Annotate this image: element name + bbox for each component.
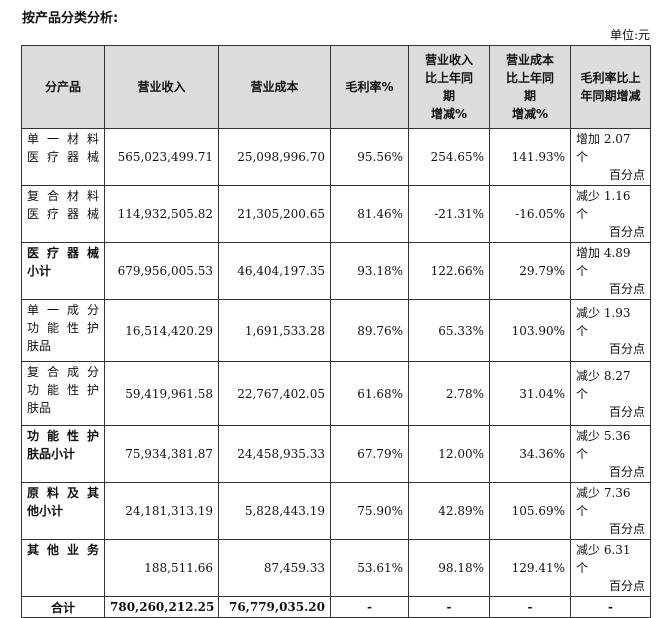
total-cost: 76,779,035.20: [218, 596, 331, 618]
table-row: 单一材料 医疗器械 565,023,499.71 25,098,996.70 95…: [21, 128, 651, 186]
header-revenue-change-line1: 营业收入: [424, 53, 473, 67]
unit-label: 单位:元: [609, 28, 650, 42]
row-cost-change: 103.90%: [489, 299, 571, 362]
header-revenue-change-line4: 增减%: [430, 107, 468, 121]
row-product-name: 单一材料 医疗器械: [21, 128, 105, 186]
row-revenue-change: 42.89%: [408, 482, 490, 540]
header-revenue-change-line2: 比上年同: [424, 71, 473, 85]
table-row: 复合成分 功能性护 肤品 59,419,961.58 22,767,402.05 6…: [21, 361, 651, 426]
header-revenue-change: 营业收入 比上年同 期 增减%: [408, 45, 490, 129]
header-cost-change-line2: 比上年同: [505, 71, 554, 85]
row-margin: 89.76%: [330, 299, 409, 362]
row-cost: 46,404,197.35: [218, 242, 331, 300]
row-revenue: 75,934,381.87: [104, 425, 219, 483]
row-revenue: 114,932,505.82: [104, 185, 219, 243]
header-revenue: 营业收入: [104, 45, 219, 129]
row-margin: 81.46%: [330, 185, 409, 243]
header-cost-change: 营业成本 比上年同 期 增减%: [489, 45, 571, 129]
total-margin: -: [330, 596, 409, 618]
table-row: 复合材料 医疗器械 114,932,505.82 21,305,200.65 81…: [21, 185, 651, 243]
row-cost: 5,828,443.19: [218, 482, 331, 540]
row-cost-change: 141.93%: [489, 128, 571, 186]
row-margin-change: 减少 1.93 个百分点: [570, 299, 651, 362]
row-cost: 21,305,200.65: [218, 185, 331, 243]
header-revenue-change-line3: 期: [442, 89, 455, 103]
row-cost: 24,458,935.33: [218, 425, 331, 483]
table-row: 原料及其 他小计 24,181,313.19 5,828,443.19 75.90…: [21, 482, 651, 540]
row-cost-change: 105.69%: [489, 482, 571, 540]
row-product-name: 复合材料 医疗器械: [21, 185, 105, 243]
row-margin: 95.56%: [330, 128, 409, 186]
total-revenue-change: -: [408, 596, 490, 618]
row-cost-change: 34.36%: [489, 425, 571, 483]
row-margin-change: 减少 7.36 个百分点: [570, 482, 651, 540]
total-revenue: 780,260,212.25: [104, 596, 219, 618]
header-product: 分产品: [21, 45, 105, 129]
row-cost-change: 129.41%: [489, 539, 571, 597]
row-revenue: 679,956,005.53: [104, 242, 219, 300]
total-cost-change: -: [489, 596, 571, 618]
row-revenue-change: 98.18%: [408, 539, 490, 597]
row-margin-change: 增加 4.89 个百分点: [570, 242, 651, 300]
header-cost-change-line3: 期: [523, 89, 536, 103]
row-margin: 75.90%: [330, 482, 409, 540]
row-product-name: 其他业务: [21, 539, 105, 597]
header-margin-change-line1: 毛利率比上: [580, 71, 641, 85]
row-cost-change: 31.04%: [489, 361, 571, 426]
table-row: 其他业务 188,511.66 87,459.33 53.61% 98.18% …: [21, 539, 651, 597]
table-row: 医疗器械 小计 679,956,005.53 46,404,197.35 93.1…: [21, 242, 651, 300]
row-cost: 1,691,533.28: [218, 299, 331, 362]
row-cost-change: -16.05%: [489, 185, 571, 243]
row-product-name: 复合成分 功能性护 肤品: [21, 361, 105, 426]
header-cost-change-line4: 增减%: [511, 107, 549, 121]
table-row: 功能性护 肤品小计 75,934,381.87 24,458,935.33 67.…: [21, 425, 651, 483]
header-cost-change-line1: 营业成本: [505, 53, 554, 67]
row-revenue-change: 254.65%: [408, 128, 490, 186]
row-cost: 87,459.33: [218, 539, 331, 597]
row-margin-change: 减少 5.36 个百分点: [570, 425, 651, 483]
row-margin-change: 减少 8.27 个百分点: [570, 361, 651, 426]
row-revenue: 24,181,313.19: [104, 482, 219, 540]
row-margin: 53.61%: [330, 539, 409, 597]
row-product-name: 功能性护 肤品小计: [21, 425, 105, 483]
header-cost: 营业成本: [218, 45, 331, 129]
header-margin: 毛利率%: [330, 45, 409, 129]
row-revenue-change: 122.66%: [408, 242, 490, 300]
row-cost: 22,767,402.05: [218, 361, 331, 426]
row-margin-change: 增加 2.07 个百分点: [570, 128, 651, 186]
row-product-name: 医疗器械 小计: [21, 242, 105, 300]
row-margin: 67.79%: [330, 425, 409, 483]
total-margin-change: -: [570, 596, 651, 618]
row-cost-change: 29.79%: [489, 242, 571, 300]
row-product-name: 单一成分 功能性护 肤品: [21, 299, 105, 362]
row-revenue: 565,023,499.71: [104, 128, 219, 186]
row-margin: 93.18%: [330, 242, 409, 300]
total-label: 合计: [21, 596, 105, 618]
product-analysis-table: 分产品 营业收入 营业成本 毛利率% 营业收入 比上年同 期 增减% 营业成本 …: [21, 45, 651, 618]
section-heading: 按产品分类分析:: [22, 11, 119, 26]
total-row: 合计 780,260,212.25 76,779,035.20 - - - -: [21, 596, 651, 618]
row-revenue-change: 65.33%: [408, 299, 490, 362]
row-revenue-change: -21.31%: [408, 185, 490, 243]
row-margin-change: 减少 6.31 个百分点: [570, 539, 651, 597]
row-revenue-change: 12.00%: [408, 425, 490, 483]
row-margin-change: 减少 1.16 个百分点: [570, 185, 651, 243]
row-revenue: 16,514,420.29: [104, 299, 219, 362]
row-margin: 61.68%: [330, 361, 409, 426]
row-cost: 25,098,996.70: [218, 128, 331, 186]
table-row: 单一成分 功能性护 肤品 16,514,420.29 1,691,533.28 89…: [21, 299, 651, 362]
row-revenue-change: 2.78%: [408, 361, 490, 426]
row-revenue: 188,511.66: [104, 539, 219, 597]
header-margin-change-line2: 年同期增减: [580, 89, 641, 103]
row-product-name: 原料及其 他小计: [21, 482, 105, 540]
row-revenue: 59,419,961.58: [104, 361, 219, 426]
header-margin-change: 毛利率比上 年同期增减: [570, 45, 651, 129]
table-header-row: 分产品 营业收入 营业成本 毛利率% 营业收入 比上年同 期 增减% 营业成本 …: [21, 45, 651, 129]
